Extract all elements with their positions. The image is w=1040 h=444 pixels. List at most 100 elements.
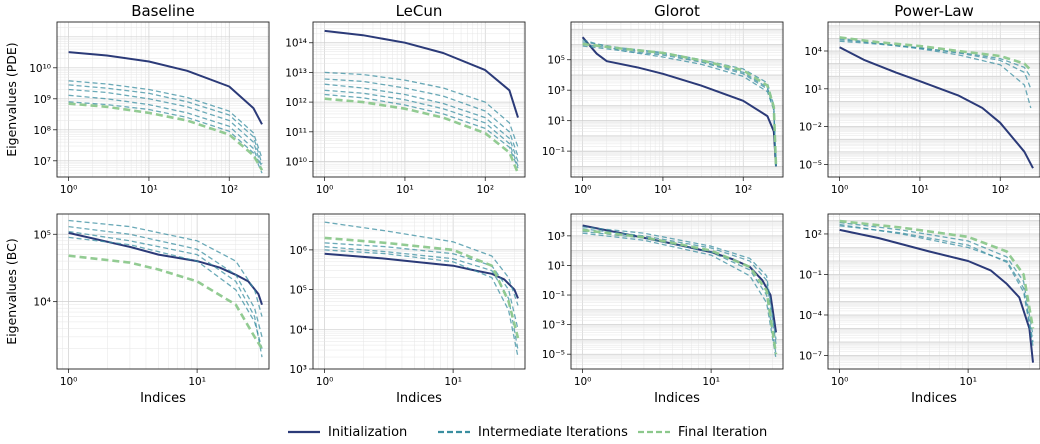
x-tick-label: 10¹ (911, 184, 929, 196)
x-tick-label: 10² (476, 184, 494, 196)
x-axis-label: Indices (396, 391, 442, 406)
axes-frame (312, 213, 526, 370)
series-line-initialization (839, 228, 1034, 363)
series-line-intermediate (324, 246, 519, 351)
series-line-intermediate (68, 230, 263, 358)
y-tick-label: 10³ (547, 231, 565, 243)
series-line-final (68, 254, 264, 350)
panel-1-0: 10⁰ 10¹ 10⁴ 10⁵ Eigenvalues (BC) Indices (4, 213, 270, 406)
legend-label: Intermediate Iterations (478, 425, 628, 440)
x-tick-label: 10⁰ (831, 376, 849, 388)
y-tick-label: 10² (804, 229, 822, 241)
y-tick-label: 10⁷ (33, 156, 51, 168)
panel-0-2: 10⁰ 10¹ 10² 10⁻¹ 10¹ 10³ 10⁵ Glorot (542, 2, 784, 196)
x-tick-label: 10⁰ (574, 376, 592, 388)
panel-0-3: 10⁰ 10¹ 10² 10⁻⁵ 10⁻² 10¹ 10⁴ Power-Law (799, 2, 1040, 196)
x-tick-label: 10¹ (702, 376, 720, 388)
x-tick-label: 10⁰ (316, 376, 334, 388)
y-tick-label: 10⁴ (804, 46, 822, 58)
y-tick-label: 10⁻⁵ (542, 349, 565, 361)
x-tick-label: 10² (734, 184, 752, 196)
y-tick-label: 10⁹ (33, 94, 51, 106)
x-tick-label: 10² (220, 184, 238, 196)
series-line-intermediate (324, 242, 519, 330)
series-line-intermediate (324, 89, 519, 167)
axes-frame (827, 21, 1040, 178)
y-tick-label: 10¹³ (285, 67, 307, 79)
series-line-initialization (581, 36, 777, 167)
series-line-intermediate (68, 84, 263, 164)
y-tick-label: 10¹¹ (285, 127, 307, 139)
series-line-intermediate (324, 221, 519, 306)
legend: Initialization Intermediate Iterations Fin… (288, 425, 767, 440)
series-line-intermediate (68, 80, 263, 159)
axes-frame (312, 21, 526, 178)
y-tick-label: 10¹ (547, 260, 565, 272)
panel-1-1: 10⁰ 10¹ 10³ 10⁴ 10⁵ 10⁶ Indices (289, 213, 526, 406)
y-tick-label: 10⁵ (289, 285, 307, 297)
y-tick-label: 10¹ (804, 84, 822, 96)
x-tick-label: 10¹ (396, 184, 414, 196)
panel-title: Power-Law (894, 2, 974, 20)
x-tick-label: 10⁰ (574, 184, 592, 196)
series-line-initialization (68, 231, 263, 306)
y-tick-label: 10⁻¹ (542, 290, 565, 302)
series-line-initialization (68, 51, 263, 125)
x-tick-label: 10² (991, 184, 1009, 196)
panel-title: LeCun (396, 2, 443, 20)
y-tick-label: 10¹ (547, 116, 565, 128)
legend-label: Initialization (328, 425, 407, 440)
series-line-intermediate (324, 71, 519, 148)
axes-frame (56, 213, 270, 370)
x-tick-label: 10⁰ (60, 184, 78, 196)
y-tick-label: 10⁻¹ (542, 146, 565, 158)
series-line-final (68, 102, 264, 171)
y-tick-label: 10⁴ (33, 297, 51, 309)
series-line-intermediate (324, 78, 519, 157)
panel-title: Baseline (131, 2, 195, 20)
panel-title: Glorot (654, 2, 700, 20)
panel-0-1: 10⁰ 10¹ 10² 10¹⁰ 10¹¹ 10¹² 10¹³ 10¹⁴ LeCun (285, 2, 526, 196)
y-tick-label: 10⁻³ (542, 320, 565, 332)
panel-1-3: 10⁰ 10¹ 10⁻⁷ 10⁻⁴ 10⁻¹ 10² Indices (799, 213, 1040, 406)
series-line-final (582, 228, 778, 355)
series-line-final (839, 36, 1032, 72)
y-tick-label: 10⁵ (547, 55, 565, 67)
x-tick-label: 10¹ (654, 184, 672, 196)
series-line-final (324, 97, 520, 174)
axes-frame (827, 213, 1040, 370)
y-tick-label: 10⁻¹ (799, 269, 822, 281)
series-line-final (324, 236, 520, 339)
x-tick-label: 10¹ (444, 376, 462, 388)
y-axis-label: Eigenvalues (BC) (4, 238, 19, 344)
x-tick-label: 10¹ (188, 376, 206, 388)
legend-label: Final Iteration (678, 425, 767, 440)
series-line-intermediate (582, 228, 777, 344)
panel-1-2: 10⁰ 10¹ 10⁻⁵ 10⁻³ 10⁻¹ 10¹ 10³ Indices (542, 213, 784, 406)
series-line-intermediate (68, 94, 263, 171)
y-tick-label: 10⁶ (289, 245, 307, 257)
x-axis-label: Indices (140, 391, 186, 406)
series-line-intermediate (582, 41, 777, 167)
series-line-intermediate (839, 37, 1032, 109)
x-tick-label: 10⁰ (60, 376, 78, 388)
series-line-initialization (839, 46, 1034, 169)
y-tick-label: 10³ (289, 364, 307, 376)
y-tick-label: 10⁻² (799, 122, 822, 134)
x-tick-label: 10⁰ (316, 184, 334, 196)
y-tick-label: 10⁸ (33, 125, 51, 137)
x-axis-label: Indices (654, 391, 700, 406)
series-line-initialization (324, 29, 519, 118)
axes-frame (570, 213, 784, 370)
y-tick-label: 10¹⁰ (285, 156, 307, 168)
series-line-intermediate (68, 101, 263, 174)
series-line-intermediate (839, 225, 1034, 347)
y-tick-label: 10³ (547, 85, 565, 97)
y-tick-label: 10⁻⁷ (799, 350, 822, 362)
y-tick-label: 10⁻⁴ (799, 310, 822, 322)
x-axis-label: Indices (911, 391, 957, 406)
series-line-intermediate (68, 219, 263, 317)
panel-0-0: 10⁰ 10¹ 10² 10⁷ 10⁸ 10⁹ 10¹⁰ Baseline Eigenvalue… (4, 2, 270, 196)
series-line-intermediate (68, 225, 263, 338)
